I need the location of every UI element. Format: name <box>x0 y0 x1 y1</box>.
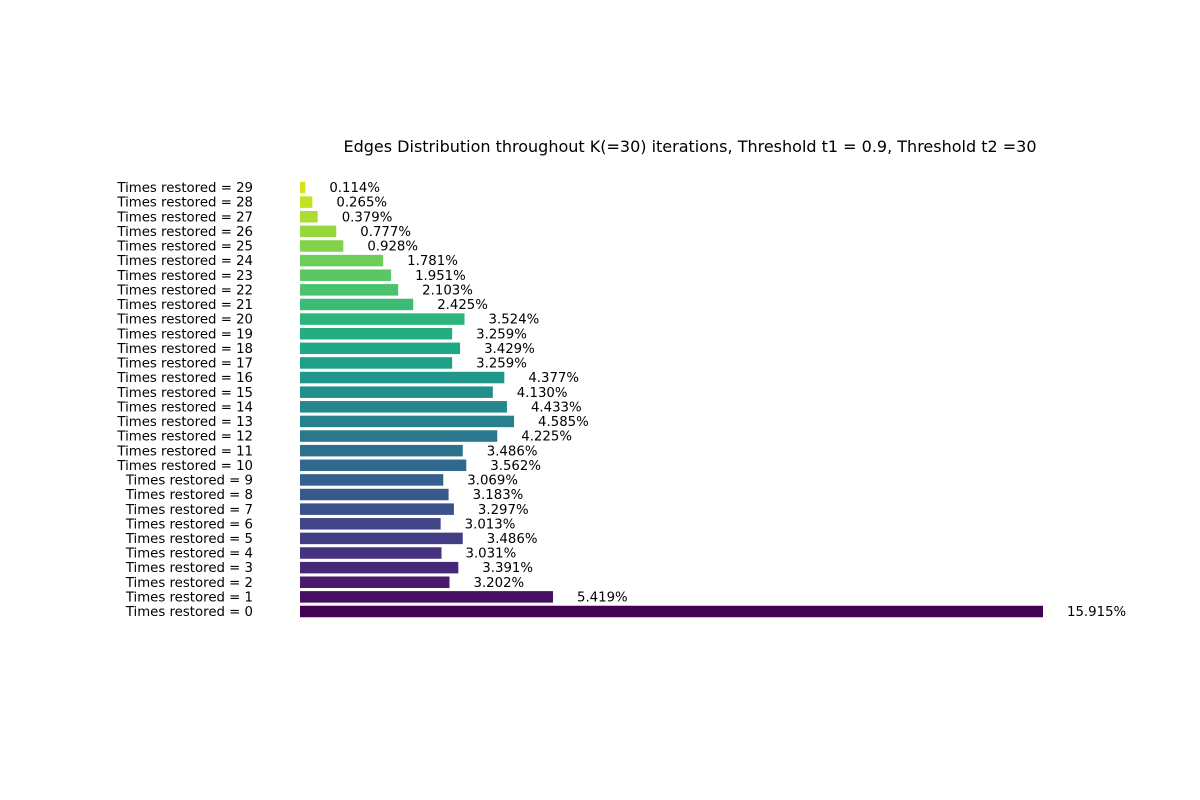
bar <box>300 371 505 384</box>
data-label: 0.114% <box>329 181 380 196</box>
bar <box>300 225 337 238</box>
data-label: 3.183% <box>473 488 524 503</box>
y-tick-label: Times restored = 22 <box>116 283 253 298</box>
data-label: 0.777% <box>360 225 411 240</box>
data-label: 1.781% <box>407 254 458 269</box>
y-tick-label: Times restored = 20 <box>116 313 253 328</box>
bar <box>300 518 441 530</box>
data-label: 3.069% <box>467 474 518 489</box>
data-label: 5.419% <box>577 590 628 605</box>
bar <box>300 327 453 340</box>
data-label: 4.585% <box>538 415 589 430</box>
y-tick-label: Times restored = 6 <box>125 517 253 532</box>
y-tick-label: Times restored = 27 <box>116 210 253 225</box>
bar <box>300 591 553 603</box>
bars-group <box>300 181 1043 618</box>
chart-title: Edges Distribution throughout K(=30) ite… <box>343 137 1036 156</box>
data-label: 3.297% <box>478 503 529 518</box>
y-tick-label: Times restored = 28 <box>116 196 253 211</box>
y-tick-label: Times restored = 9 <box>125 474 253 489</box>
data-labels: 15.915%5.419%3.202%3.391%3.031%3.486%3.0… <box>329 181 1126 620</box>
bar <box>300 532 463 545</box>
y-tick-label: Times restored = 4 <box>125 547 253 562</box>
data-label: 4.130% <box>517 386 568 401</box>
y-tick-label: Times restored = 24 <box>116 254 253 269</box>
bar <box>300 576 450 589</box>
bar <box>300 459 467 472</box>
bar <box>300 357 453 369</box>
data-label: 1.951% <box>415 269 466 284</box>
data-label: 3.031% <box>466 547 517 562</box>
data-label: 4.433% <box>531 400 582 415</box>
bar <box>300 547 442 559</box>
data-label: 0.928% <box>367 240 418 255</box>
data-label: 2.103% <box>422 283 473 298</box>
y-tick-label: Times restored = 16 <box>116 371 253 386</box>
data-label: 3.013% <box>465 517 516 532</box>
bar <box>300 342 461 355</box>
bar <box>300 474 444 486</box>
bar <box>300 415 515 428</box>
data-label: 3.524% <box>489 313 540 328</box>
bar <box>300 503 454 515</box>
data-label: 3.429% <box>484 342 535 357</box>
bar <box>300 401 507 413</box>
bar <box>300 181 306 194</box>
y-tick-label: Times restored = 15 <box>116 386 253 401</box>
y-tick-label: Times restored = 1 <box>125 590 253 605</box>
data-label: 3.391% <box>482 561 533 576</box>
y-tick-label: Times restored = 14 <box>116 400 253 415</box>
data-label: 4.225% <box>521 430 572 445</box>
y-tick-label: Times restored = 17 <box>116 357 253 372</box>
y-tick-label: Times restored = 2 <box>125 576 253 591</box>
y-tick-label: Times restored = 10 <box>116 459 253 474</box>
bar <box>300 488 449 501</box>
bar <box>300 430 498 442</box>
y-tick-label: Times restored = 29 <box>116 181 253 196</box>
y-tick-label: Times restored = 8 <box>125 488 253 503</box>
y-tick-label: Times restored = 18 <box>116 342 253 357</box>
data-label: 2.425% <box>437 298 488 313</box>
bar <box>300 561 459 574</box>
y-tick-label: Times restored = 19 <box>116 327 253 342</box>
data-label: 0.379% <box>342 210 393 225</box>
bar <box>300 298 414 311</box>
y-tick-label: Times restored = 13 <box>116 415 253 430</box>
bar <box>300 269 392 281</box>
y-tick-label: Times restored = 0 <box>125 605 253 620</box>
data-label: 0.265% <box>336 196 387 211</box>
data-label: 3.486% <box>487 532 538 547</box>
bar <box>300 284 399 296</box>
bar <box>300 240 344 252</box>
bar <box>300 196 313 208</box>
data-label: 3.562% <box>490 459 541 474</box>
bar <box>300 444 463 457</box>
y-tick-label: Times restored = 5 <box>125 532 253 547</box>
y-tick-label: Times restored = 3 <box>125 561 253 576</box>
y-tick-label: Times restored = 21 <box>116 298 253 313</box>
y-tick-label: Times restored = 26 <box>116 225 253 240</box>
data-label: 3.486% <box>487 444 538 459</box>
data-label: 15.915% <box>1067 605 1126 620</box>
bar <box>300 254 384 267</box>
data-label: 3.259% <box>476 327 527 342</box>
bar <box>300 605 1043 618</box>
y-tick-label: Times restored = 7 <box>125 503 253 518</box>
y-tick-label: Times restored = 12 <box>116 430 253 445</box>
data-label: 3.259% <box>476 357 527 372</box>
bar <box>300 386 493 398</box>
y-tick-label: Times restored = 25 <box>116 240 253 255</box>
y-tick-label: Times restored = 11 <box>116 444 253 459</box>
y-tick-label: Times restored = 23 <box>116 269 253 284</box>
bar <box>300 210 318 223</box>
data-label: 4.377% <box>528 371 579 386</box>
bar <box>300 313 465 325</box>
data-label: 3.202% <box>473 576 524 591</box>
